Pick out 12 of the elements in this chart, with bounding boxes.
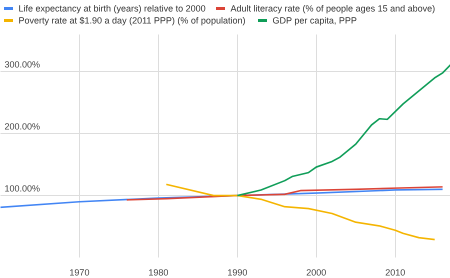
y-tick-label: 200.00% bbox=[4, 122, 40, 132]
legend-label: GDP per capita, PPP bbox=[272, 16, 357, 26]
legend-label: Life expectancy at birth (years) relative to 2000 bbox=[18, 4, 206, 14]
y-tick-label: 100.00% bbox=[4, 184, 40, 194]
legend-label: Adult literacy rate (% of people ages 15 and above) bbox=[230, 4, 436, 14]
y-tick-label: 300.00% bbox=[4, 60, 40, 70]
x-tick-label: 1990 bbox=[227, 268, 248, 278]
x-tick-label: 1980 bbox=[148, 268, 168, 278]
x-tick-label: 2000 bbox=[306, 268, 326, 278]
legend-label: Poverty rate at $1.90 a day (2011 PPP) (% of population) bbox=[18, 16, 246, 26]
x-tick-label: 1970 bbox=[69, 268, 90, 278]
x-tick-label: 2010 bbox=[385, 268, 406, 278]
